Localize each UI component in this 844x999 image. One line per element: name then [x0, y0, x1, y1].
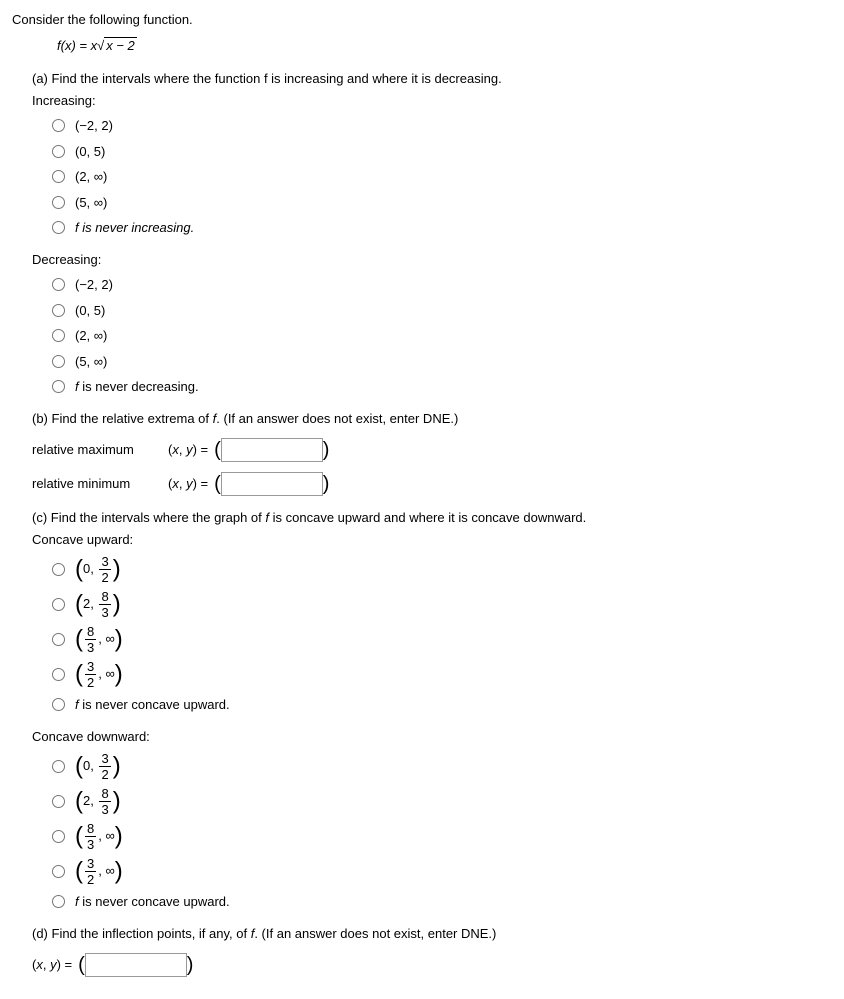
inc-label-3: (2, ∞) — [75, 167, 107, 187]
up-label-2: (2, 83) — [75, 590, 121, 619]
fx-text: f(x) = x — [57, 38, 97, 53]
up-option-3[interactable] — [52, 633, 65, 646]
down-label-3: (83, ∞) — [75, 822, 123, 851]
problem-title: Consider the following function. — [12, 10, 832, 30]
down-label-4: (32, ∞) — [75, 857, 123, 886]
concave-downward-options: (0, 32) (2, 83) (83, ∞) (32, ∞) f is nev… — [52, 751, 832, 912]
down-option-1[interactable] — [52, 760, 65, 773]
paren-open-min: ( — [214, 474, 221, 494]
relative-min-input[interactable] — [221, 472, 323, 496]
part-b-prompt: (b) Find the relative extrema of f. (If … — [32, 409, 832, 429]
down-option-5[interactable] — [52, 895, 65, 908]
decreasing-label: Decreasing: — [32, 250, 832, 270]
down-option-3[interactable] — [52, 830, 65, 843]
dec-option-3[interactable] — [52, 329, 65, 342]
dec-label-4: (5, ∞) — [75, 352, 107, 372]
dec-label-3: (2, ∞) — [75, 326, 107, 346]
part-a-prompt: (a) Find the intervals where the functio… — [32, 69, 832, 89]
part-d: (d) Find the inflection points, if any, … — [32, 924, 832, 978]
up-label-1: (0, 32) — [75, 555, 121, 584]
up-option-2[interactable] — [52, 598, 65, 611]
paren-close-max: ) — [323, 440, 330, 460]
increasing-label: Increasing: — [32, 91, 832, 111]
relative-max-input[interactable] — [221, 438, 323, 462]
function-definition: f(x) = x√x − 2 — [57, 36, 832, 56]
inc-option-1[interactable] — [52, 119, 65, 132]
paren-close-d: ) — [187, 955, 194, 975]
paren-close-min: ) — [323, 474, 330, 494]
inc-label-5: f is never increasing. — [75, 218, 194, 238]
relative-min-label: relative minimum — [32, 474, 162, 494]
inc-label-4: (5, ∞) — [75, 193, 107, 213]
concave-downward-section: Concave downward: (0, 32) (2, 83) (83, ∞… — [32, 727, 832, 912]
part-a: (a) Find the intervals where the functio… — [32, 69, 832, 238]
up-label-5: f is never concave upward. — [75, 695, 230, 715]
decreasing-section: Decreasing: (−2, 2) (0, 5) (2, ∞) (5, ∞)… — [32, 250, 832, 397]
down-label-5: f is never concave upward. — [75, 892, 230, 912]
xy-inflection: (x, y) = — [32, 955, 72, 975]
relative-max-label: relative maximum — [32, 440, 162, 460]
down-option-4[interactable] — [52, 865, 65, 878]
inflection-input[interactable] — [85, 953, 187, 977]
part-d-prompt: (d) Find the inflection points, if any, … — [32, 924, 832, 944]
inc-option-4[interactable] — [52, 196, 65, 209]
increasing-options: (−2, 2) (0, 5) (2, ∞) (5, ∞) f is never … — [52, 116, 832, 238]
up-option-1[interactable] — [52, 563, 65, 576]
up-label-4: (32, ∞) — [75, 660, 123, 689]
inc-label-2: (0, 5) — [75, 142, 105, 162]
sqrt-content: x − 2 — [104, 37, 137, 53]
dec-option-5[interactable] — [52, 380, 65, 393]
inc-option-2[interactable] — [52, 145, 65, 158]
part-b: (b) Find the relative extrema of f. (If … — [32, 409, 832, 497]
dec-option-4[interactable] — [52, 355, 65, 368]
dec-label-2: (0, 5) — [75, 301, 105, 321]
down-label-1: (0, 32) — [75, 752, 121, 781]
paren-open-d: ( — [78, 955, 85, 975]
xy-max: (x, y) = — [168, 440, 208, 460]
up-option-5[interactable] — [52, 698, 65, 711]
dec-label-1: (−2, 2) — [75, 275, 113, 295]
concave-upward-options: (0, 32) (2, 83) (83, ∞) (32, ∞) f is nev… — [52, 554, 832, 715]
xy-min: (x, y) = — [168, 474, 208, 494]
concave-downward-label: Concave downward: — [32, 727, 832, 747]
part-c: (c) Find the intervals where the graph o… — [32, 508, 832, 715]
dec-option-2[interactable] — [52, 304, 65, 317]
down-option-2[interactable] — [52, 795, 65, 808]
dec-label-5: f is never decreasing. — [75, 377, 199, 397]
down-label-2: (2, 83) — [75, 787, 121, 816]
decreasing-options: (−2, 2) (0, 5) (2, ∞) (5, ∞) f is never … — [52, 275, 832, 397]
up-label-3: (83, ∞) — [75, 625, 123, 654]
inc-option-5[interactable] — [52, 221, 65, 234]
concave-upward-label: Concave upward: — [32, 530, 832, 550]
inc-option-3[interactable] — [52, 170, 65, 183]
dec-option-1[interactable] — [52, 278, 65, 291]
part-c-prompt: (c) Find the intervals where the graph o… — [32, 508, 832, 528]
up-option-4[interactable] — [52, 668, 65, 681]
paren-open-max: ( — [214, 440, 221, 460]
inc-label-1: (−2, 2) — [75, 116, 113, 136]
